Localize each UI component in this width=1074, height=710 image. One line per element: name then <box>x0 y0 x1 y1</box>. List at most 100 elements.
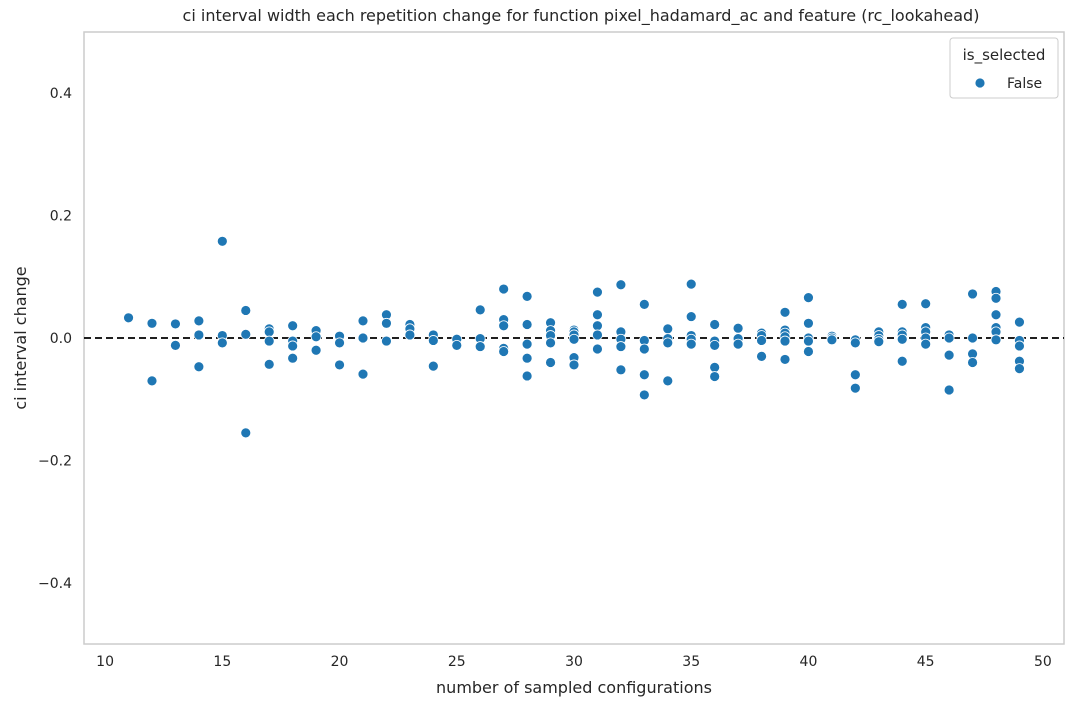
data-point <box>967 288 978 300</box>
legend-entry-label: False <box>1007 76 1042 92</box>
y-tick-label: −0.2 <box>38 453 72 469</box>
x-tick-label: 50 <box>1034 654 1052 670</box>
data-point <box>521 290 533 302</box>
y-axis-label: ci interval change <box>11 266 30 409</box>
data-point <box>990 309 1002 321</box>
data-point <box>498 283 510 295</box>
data-point <box>474 341 486 352</box>
x-tick-label: 10 <box>96 654 114 670</box>
data-point <box>638 389 650 401</box>
y-tick-label: 0.0 <box>50 331 72 347</box>
data-point <box>240 305 252 316</box>
data-point <box>990 334 1002 346</box>
data-point <box>216 337 228 349</box>
legend-marker <box>974 77 986 89</box>
data-point <box>849 369 861 381</box>
data-point <box>287 340 299 352</box>
y-tick-label: 0.4 <box>50 86 72 102</box>
data-point <box>170 318 181 330</box>
data-point <box>287 320 299 332</box>
x-axis-ticks: 10 15 20 25 30 35 40 45 50 <box>96 654 1052 670</box>
data-point <box>685 338 697 350</box>
data-point <box>756 350 767 362</box>
x-tick-label: 45 <box>917 654 935 670</box>
data-point <box>193 315 205 327</box>
y-axis-ticks: −0.4 −0.2 0.0 0.2 0.4 <box>38 86 72 592</box>
data-point <box>521 352 533 364</box>
data-point <box>779 335 791 347</box>
data-point <box>287 352 299 364</box>
data-point <box>849 382 861 394</box>
data-point <box>638 298 650 310</box>
data-point <box>427 360 439 372</box>
x-tick-label: 30 <box>565 654 583 670</box>
data-point <box>474 304 486 316</box>
data-point <box>662 323 674 335</box>
data-point <box>849 337 861 349</box>
data-point <box>334 337 345 349</box>
data-point <box>240 427 252 439</box>
data-point <box>545 337 556 349</box>
data-point <box>263 335 275 347</box>
data-point <box>638 343 650 355</box>
data-point <box>334 359 345 371</box>
data-point <box>826 334 838 346</box>
data-point <box>779 354 791 365</box>
data-point <box>381 317 392 329</box>
data-point <box>193 361 205 373</box>
data-point <box>709 371 721 382</box>
data-point <box>685 311 697 322</box>
x-tick-label: 25 <box>448 654 466 670</box>
data-point <box>123 312 134 324</box>
data-point <box>592 309 603 321</box>
data-point <box>310 344 322 356</box>
x-tick-label: 15 <box>213 654 231 670</box>
x-tick-label: 35 <box>682 654 700 670</box>
data-point <box>427 335 439 346</box>
data-point <box>193 329 205 341</box>
data-point <box>896 333 908 345</box>
data-point <box>920 338 932 350</box>
data-point <box>498 320 510 332</box>
data-point <box>638 369 650 381</box>
data-point <box>803 317 814 329</box>
data-point <box>592 286 603 298</box>
legend: is_selected False <box>949 37 1059 99</box>
data-point <box>521 338 533 350</box>
data-points <box>123 235 1025 439</box>
data-point <box>1014 340 1025 352</box>
data-point <box>310 331 322 343</box>
data-point <box>545 357 556 368</box>
data-point <box>263 358 275 370</box>
data-point <box>146 375 158 387</box>
data-point <box>240 328 252 340</box>
chart-title: ci interval width each repetition change… <box>183 6 980 26</box>
data-point <box>803 335 814 347</box>
data-point <box>709 361 721 373</box>
data-point <box>1014 363 1025 375</box>
data-point <box>990 292 1002 304</box>
data-point <box>732 338 744 350</box>
data-point <box>357 315 369 327</box>
data-point <box>592 329 603 341</box>
data-point <box>732 322 744 334</box>
data-point <box>498 346 510 357</box>
data-point <box>451 339 463 351</box>
data-point <box>873 336 885 348</box>
x-tick-label: 40 <box>800 654 818 670</box>
data-point <box>381 335 392 347</box>
data-point <box>357 332 369 344</box>
data-point <box>662 375 674 387</box>
data-point <box>709 319 721 330</box>
y-tick-label: 0.2 <box>50 209 72 225</box>
data-point <box>615 279 627 291</box>
data-point <box>521 370 533 382</box>
data-point <box>920 298 932 310</box>
data-point <box>404 329 416 341</box>
data-point <box>615 364 627 376</box>
data-point <box>521 319 533 330</box>
data-point <box>592 343 603 355</box>
data-point <box>216 235 228 247</box>
data-point <box>943 384 955 396</box>
